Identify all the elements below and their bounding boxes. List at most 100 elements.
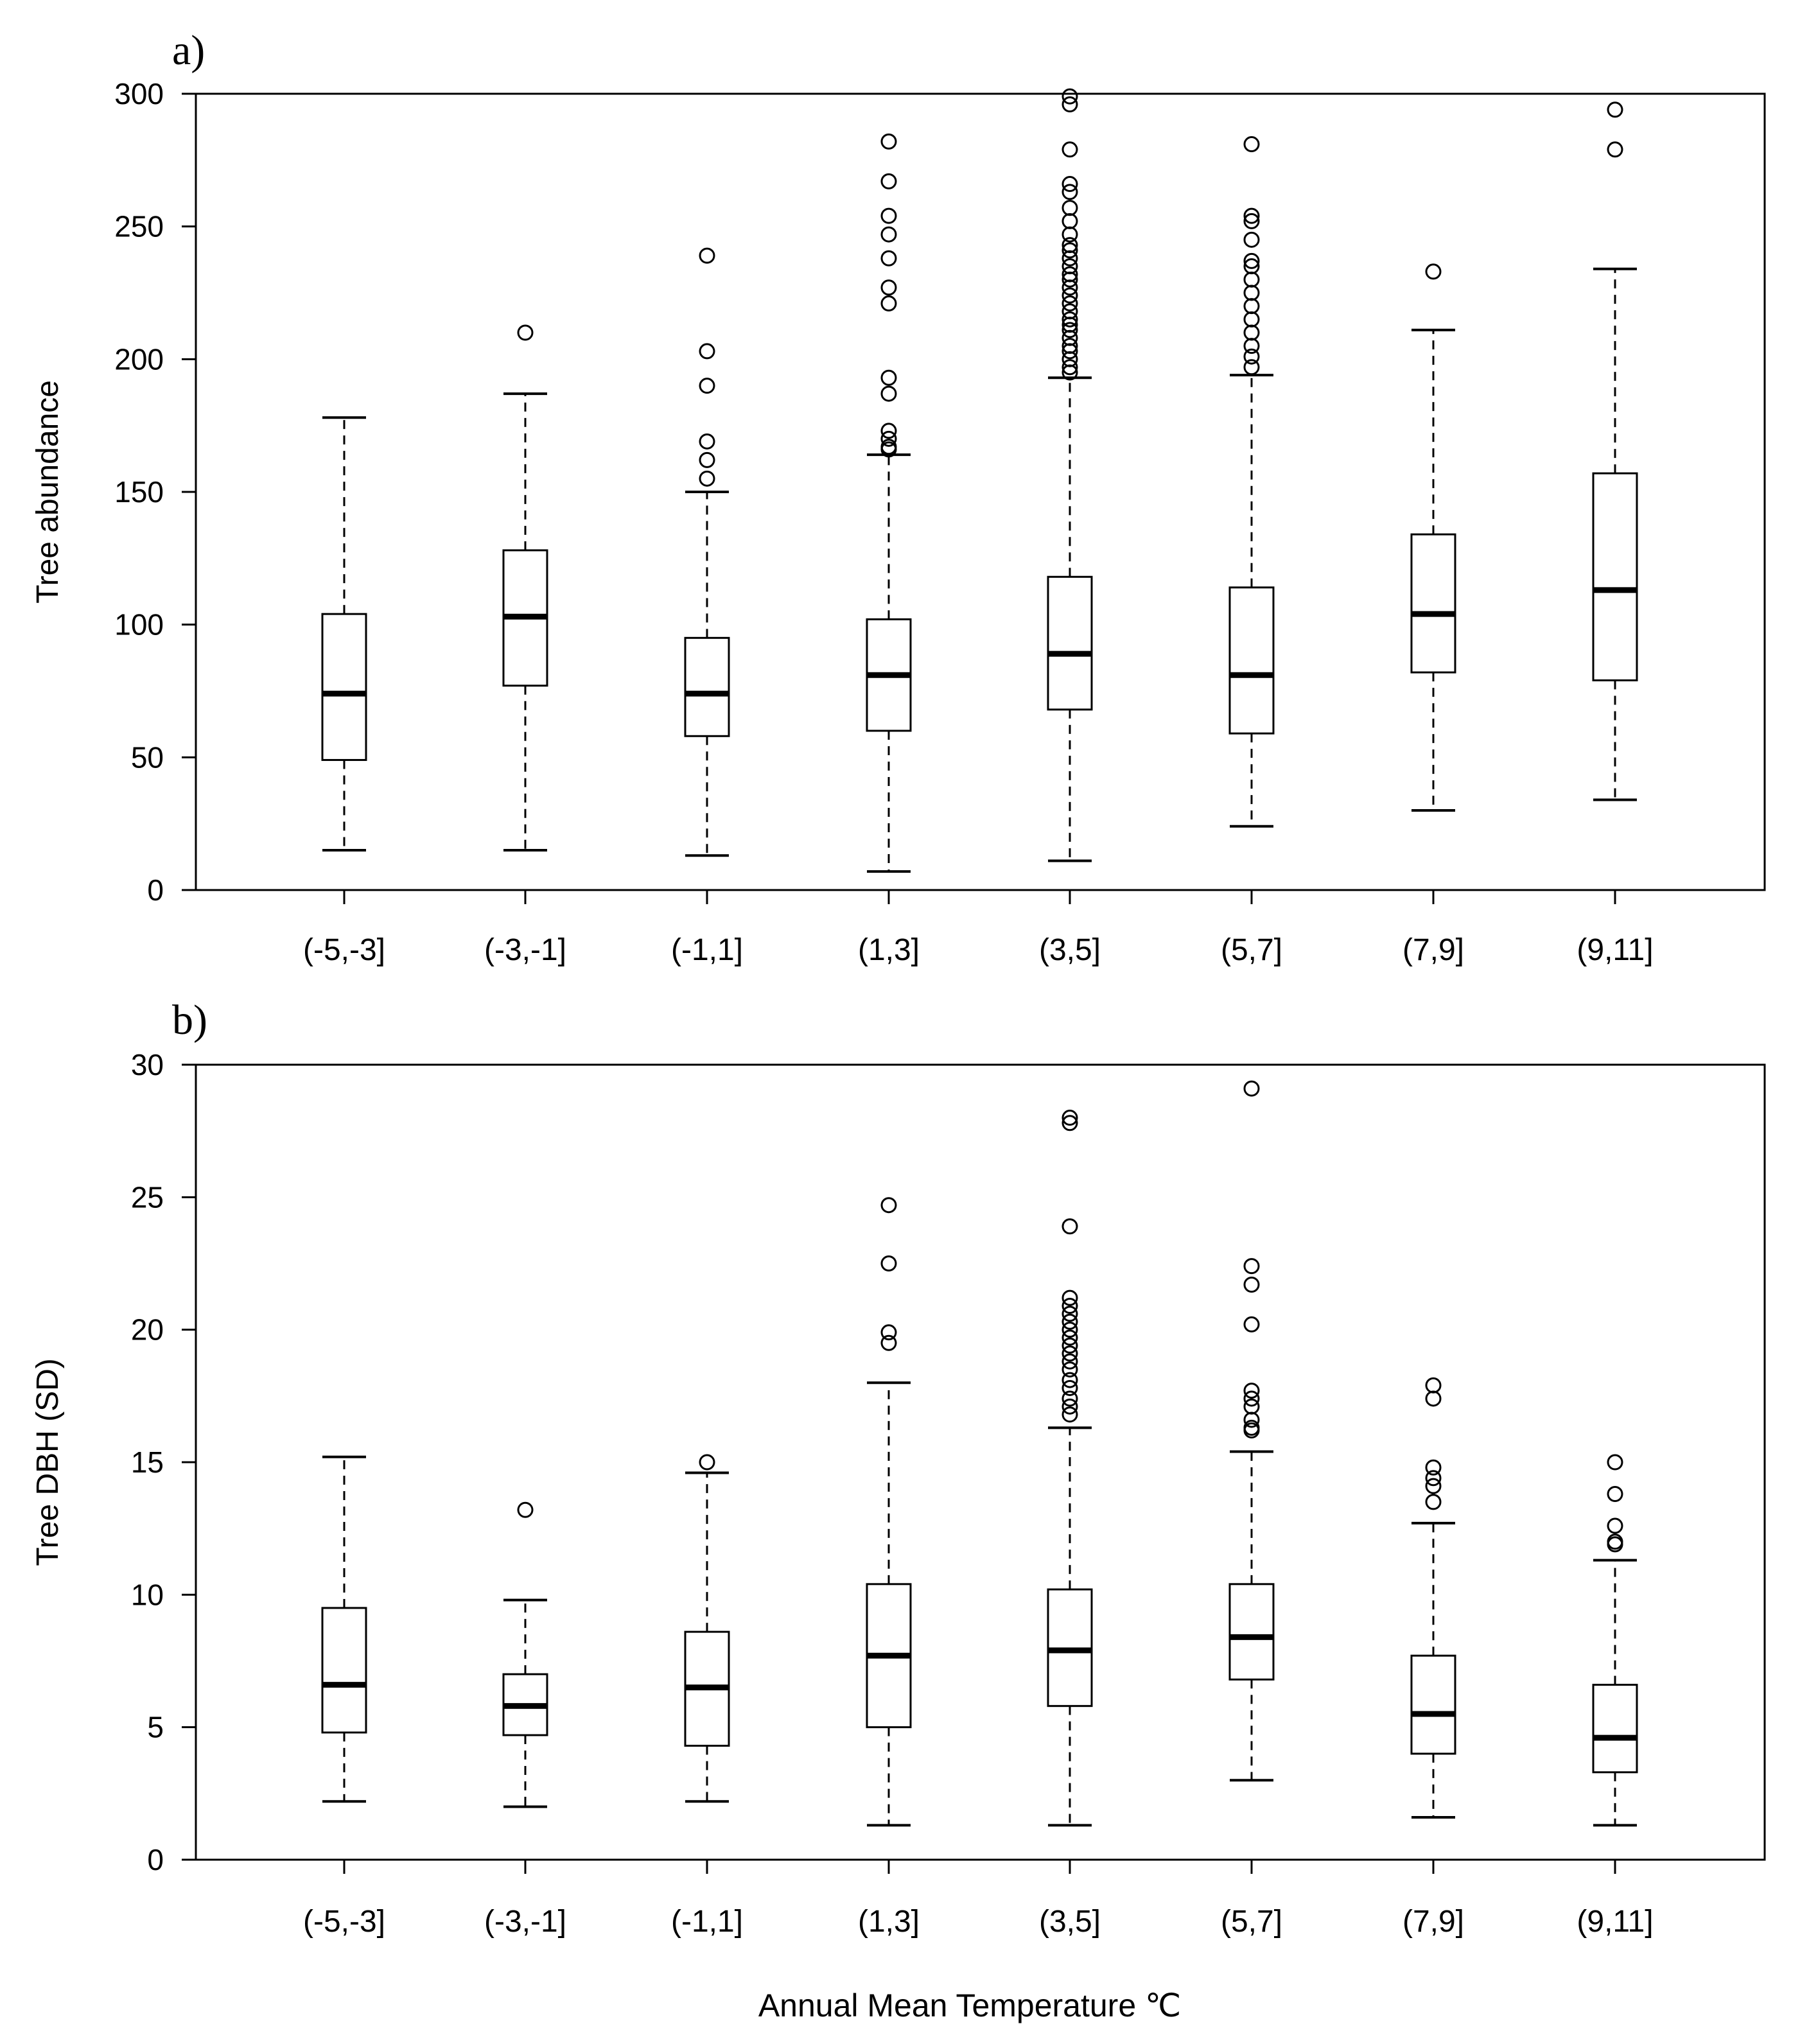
outlier-point (880, 226, 897, 243)
iqr-box (1228, 1583, 1275, 1681)
outlier-point (1062, 184, 1078, 200)
y-tick-label: 30 (131, 1048, 164, 1081)
outlier-point (1062, 1361, 1078, 1378)
outlier-point (1062, 1115, 1078, 1131)
x-tick-label: (7,9] (1402, 933, 1464, 967)
outlier-point (1243, 1390, 1260, 1407)
outlier-point (1425, 1377, 1442, 1393)
box-4 (1047, 88, 1093, 862)
iqr-box (684, 636, 730, 737)
box-7 (1592, 101, 1638, 801)
iqr-box (321, 1607, 367, 1734)
x-tick-label: (-5,-3] (303, 1905, 385, 1939)
outlier-point (1062, 1353, 1078, 1370)
x-tick-label: (1,3] (858, 933, 920, 967)
outlier-point (1062, 1322, 1078, 1338)
box-7 (1592, 1454, 1638, 1827)
outlier-point (1607, 141, 1623, 158)
box-5 (1228, 136, 1275, 828)
outlier-point (1062, 237, 1078, 254)
x-tick-label: (9,11] (1577, 933, 1653, 967)
outlier-point (699, 378, 715, 394)
iqr-box (1410, 1654, 1456, 1755)
outlier-point (699, 343, 715, 360)
iqr-box (321, 613, 367, 761)
outlier-point (880, 1255, 897, 1271)
x-tick-label: (-3,-1] (484, 1905, 566, 1939)
x-tick-label: (-3,-1] (484, 933, 566, 967)
y-tick-label: 250 (114, 210, 164, 243)
box-0 (321, 1455, 367, 1803)
box-4 (1047, 1110, 1093, 1827)
y-tick-label: 0 (147, 873, 164, 907)
outlier-point (1062, 1345, 1078, 1362)
outlier-point (1425, 1494, 1442, 1510)
outlier-point (517, 1501, 534, 1518)
outlier-point (1243, 1398, 1260, 1415)
y-tick-label: 25 (131, 1180, 164, 1214)
outlier-point (1062, 141, 1078, 158)
outlier-point (1243, 1316, 1260, 1332)
outlier-point (1062, 1289, 1078, 1306)
outlier-point (1062, 338, 1078, 354)
panel-b: b) Tree DBH (SD) Annual Mean Temperature… (31, 997, 1766, 2023)
outlier-point (1607, 101, 1623, 118)
iqr-box (1592, 1684, 1638, 1774)
outlier-point (699, 451, 715, 468)
outlier-point (1243, 258, 1260, 275)
box-6 (1410, 1377, 1456, 1819)
outlier-point (880, 295, 897, 312)
iqr-box (1410, 533, 1456, 674)
x-tick-label: (-5,-3] (303, 933, 385, 967)
panel-a-y-axis-label: Tree abundance (31, 380, 65, 604)
iqr-box (1228, 586, 1275, 735)
box-6 (1410, 263, 1456, 812)
outlier-point (880, 133, 897, 150)
outlier-point (1243, 136, 1260, 153)
outlier-point (1062, 359, 1078, 376)
outlier-point (1425, 1478, 1442, 1494)
outlier-point (1243, 213, 1260, 229)
outlier-point (1062, 1329, 1078, 1346)
outlier-point (880, 385, 897, 402)
outlier-point (1062, 1110, 1078, 1126)
outlier-point (699, 247, 715, 264)
outlier-point (1243, 348, 1260, 365)
outlier-point (1062, 1372, 1078, 1388)
x-tick-label: (5,7] (1221, 1905, 1282, 1939)
y-tick-label: 200 (114, 342, 164, 376)
outlier-point (1062, 1390, 1078, 1407)
box-1 (502, 324, 548, 852)
outlier-point (1243, 1277, 1260, 1293)
outlier-point (1243, 1258, 1260, 1275)
outlier-point (880, 430, 897, 447)
outlier-point (1243, 231, 1260, 248)
outlier-point (1062, 242, 1078, 259)
panel-b-x-axis-label: Annual Mean Temperature ℃ (758, 1987, 1181, 2023)
outlier-point (1243, 252, 1260, 269)
x-tick-label: (1,3] (858, 1905, 920, 1939)
outlier-point (1607, 1454, 1623, 1471)
iqr-box (1047, 575, 1093, 711)
outlier-point (1243, 207, 1260, 224)
outlier-point (1062, 200, 1078, 216)
outlier-point (1062, 1398, 1078, 1415)
outlier-point (699, 1454, 715, 1471)
outlier-point (1062, 311, 1078, 328)
y-tick-label: 100 (114, 608, 164, 642)
outlier-point (880, 279, 897, 296)
panel-b-y-axis-label: Tree DBH (SD) (31, 1358, 65, 1566)
y-tick-label: 5 (147, 1711, 164, 1744)
y-tick-label: 10 (131, 1578, 164, 1611)
panel-a: a) Tree abundance 0 50 100 150 200 250 300 (-5,… (31, 27, 1766, 967)
iqr-box (1592, 472, 1638, 681)
x-tick-label: (-1,1] (671, 1905, 743, 1939)
outlier-point (1062, 88, 1078, 105)
outlier-point (880, 439, 897, 455)
outlier-point (1062, 287, 1078, 304)
outlier-point (517, 324, 534, 341)
outlier-point (699, 433, 715, 450)
y-tick-label: 50 (131, 740, 164, 774)
outlier-point (1607, 1533, 1623, 1550)
